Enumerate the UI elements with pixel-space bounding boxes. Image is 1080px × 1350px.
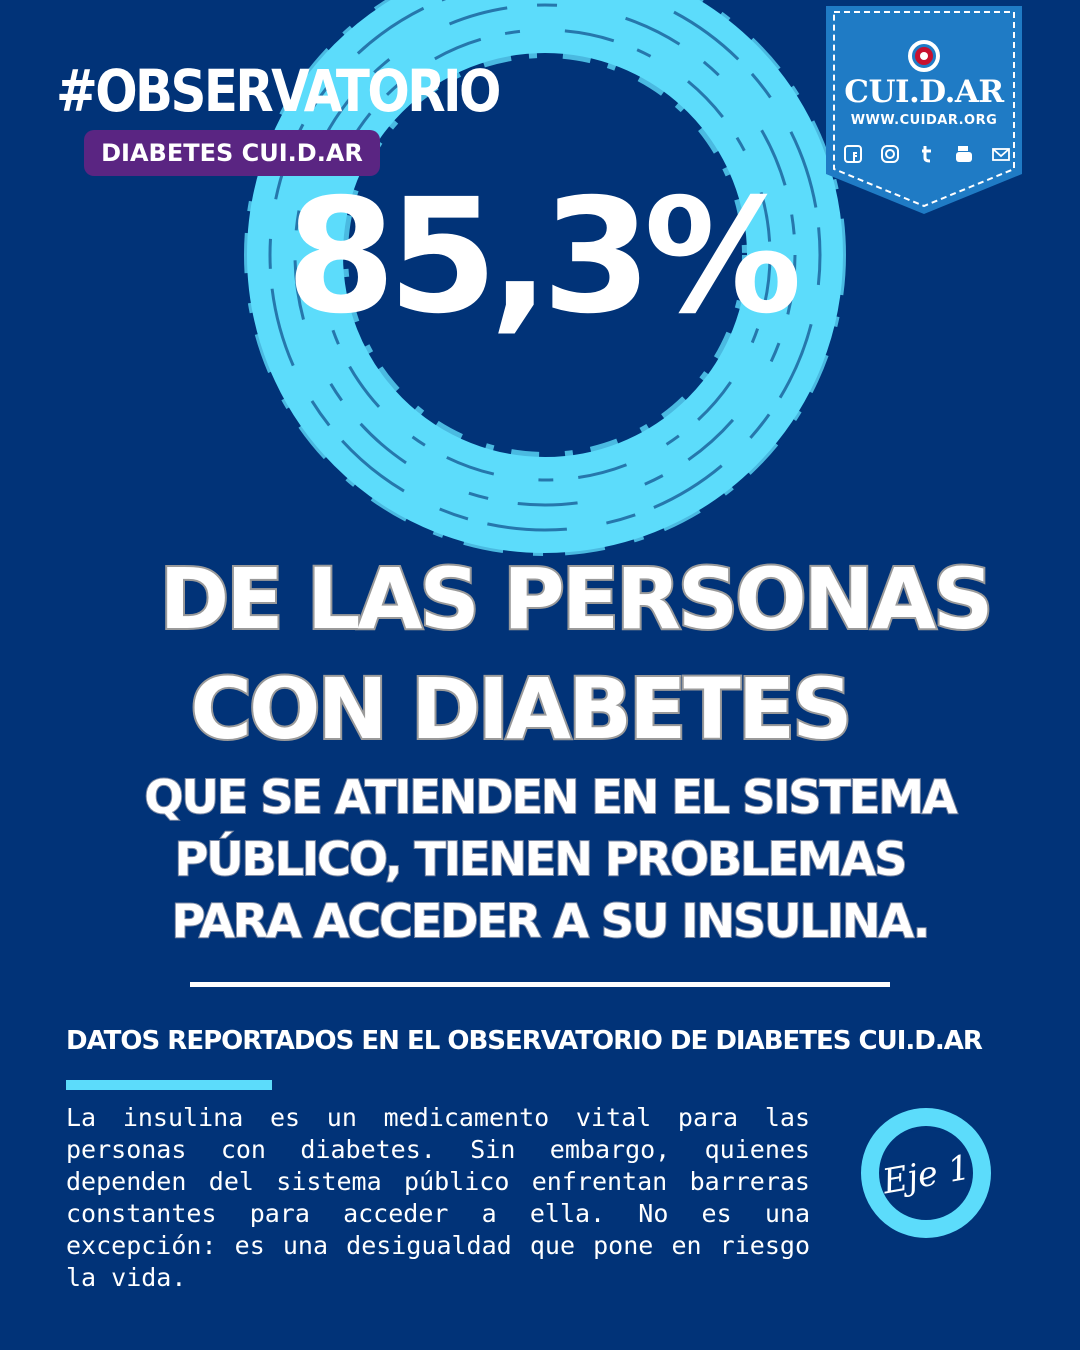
instagram-icon[interactable] [879, 143, 901, 165]
facebook-icon[interactable] [842, 143, 864, 165]
logo-mark-icon [908, 40, 940, 72]
stat-percentage: 85,3% [285, 165, 802, 349]
body-paragraph: La insulina es un medicamento vital para… [66, 1103, 810, 1292]
headline-line-1: DE LAS PERSONAS [158, 548, 996, 650]
headline-line-2: CON DIABETES [188, 658, 854, 760]
youtube-icon[interactable] [953, 143, 975, 165]
twitter-icon[interactable] [916, 143, 938, 165]
subheadline-line-2: PÚBLICO, TIENEN PROBLEMAS [174, 831, 909, 887]
eje-circle-badge: Eje 1 [861, 1108, 991, 1238]
social-icons-row [842, 143, 1012, 165]
subheadline-line-3: PARA ACCEDER A SU INSULINA. [171, 893, 932, 949]
divider-line [190, 982, 890, 987]
mail-icon[interactable] [990, 143, 1012, 165]
brand-url[interactable]: WWW.CUIDAR.ORG [850, 113, 998, 128]
accent-bar [66, 1080, 272, 1090]
brand-badge [826, 6, 1022, 214]
subheadline-line-1: QUE SE ATIENDEN EN EL SISTEMA [143, 769, 958, 825]
hashtag-title: #OBSERVATORIO [56, 57, 501, 125]
source-heading: DATOS REPORTADOS EN EL OBSERVATORIO DE D… [66, 1026, 983, 1056]
pill-label: DIABETES CUI.D.AR [84, 130, 380, 176]
brand-name: CUI.D.AR [844, 74, 1004, 110]
